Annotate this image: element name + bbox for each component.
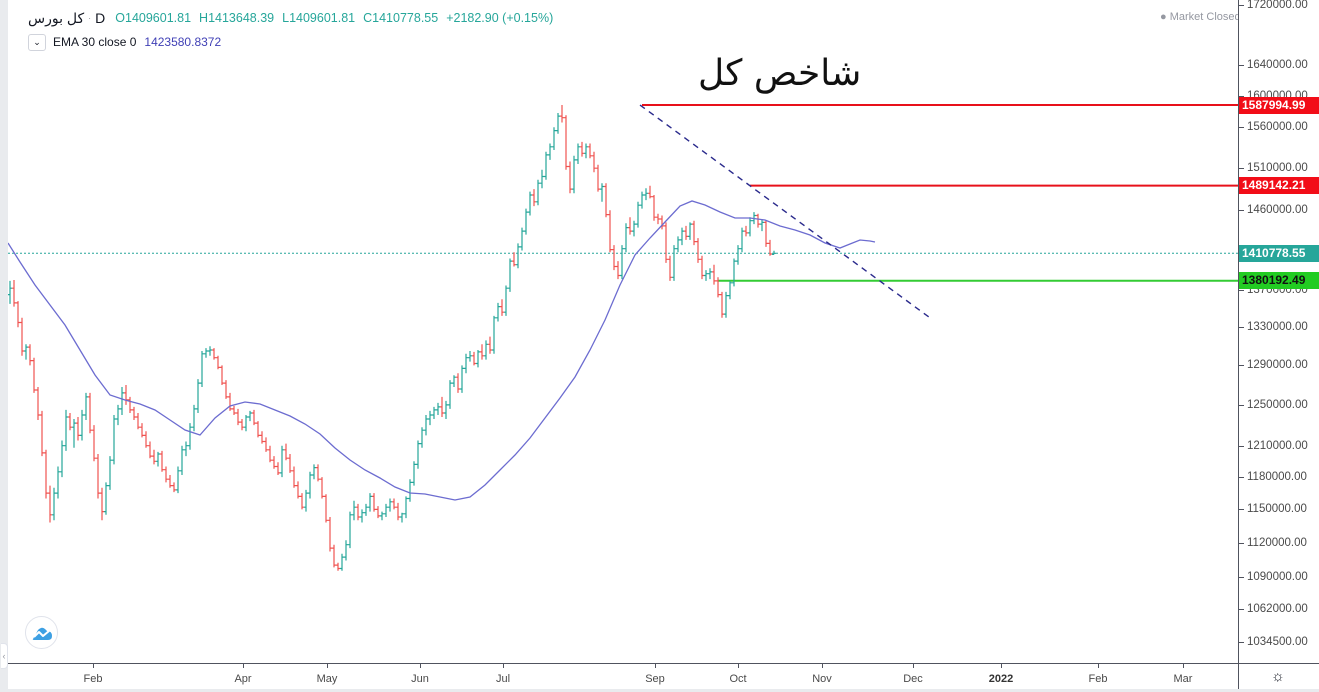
price-tick xyxy=(1239,365,1244,367)
settings-corner[interactable]: ☼ xyxy=(1238,663,1319,689)
market-status: ● Market Closed xyxy=(1160,11,1238,23)
ema-30-line[interactable] xyxy=(8,200,876,501)
price-label: 1034500.00 xyxy=(1247,636,1308,648)
time-axis[interactable]: Feb Apr May Jun Jul Sep Oct Nov Dec 2022 Feb Mar xyxy=(8,663,1238,689)
price-tick xyxy=(1239,477,1244,479)
price-tick xyxy=(1239,64,1244,66)
price-label: 1560000.00 xyxy=(1247,121,1308,134)
price-label: 1460000.00 xyxy=(1247,204,1308,217)
price-label: 1720000.00 xyxy=(1247,0,1308,11)
price-label: 1330000.00 xyxy=(1247,321,1308,334)
time-label: Oct xyxy=(729,673,747,685)
time-label: Feb xyxy=(83,673,103,685)
price-tick xyxy=(1239,609,1244,611)
time-label: Jun xyxy=(411,673,429,685)
time-label: Feb xyxy=(1088,673,1108,685)
chevron-down-icon: ⌄ xyxy=(33,36,41,47)
chart-pane[interactable]: کل بورس · D O1409601.81 H1413648.39 L140… xyxy=(8,0,1238,663)
price-chart[interactable] xyxy=(8,0,1238,663)
resistance-2-badge: 1489142.21 xyxy=(1239,177,1319,195)
time-tick xyxy=(1183,664,1184,668)
chart-annotation-title[interactable]: شاخص کل xyxy=(698,53,862,94)
price-tick xyxy=(1239,642,1244,643)
collapse-panel-button[interactable]: ‹ xyxy=(1,643,8,669)
legend-toggle-button[interactable]: ⌄ xyxy=(28,33,46,51)
time-tick xyxy=(420,664,421,668)
ema-indicator-name[interactable]: EMA 30 close 0 xyxy=(53,35,137,49)
time-tick xyxy=(93,664,94,668)
price-axis[interactable]: 1720000.001640000.001600000.001560000.00… xyxy=(1238,0,1319,663)
horizontal-levels[interactable] xyxy=(8,104,1238,282)
time-tick xyxy=(655,664,656,668)
symbol-name[interactable]: کل بورس xyxy=(28,9,85,26)
down-bars xyxy=(12,105,772,571)
price-tick xyxy=(1239,168,1244,170)
price-label: 1640000.00 xyxy=(1247,58,1308,71)
ema-indicator-value: 1423580.8372 xyxy=(144,35,222,49)
time-label: 2022 xyxy=(988,673,1014,685)
price-tick xyxy=(1239,542,1244,544)
price-tick xyxy=(1239,509,1244,511)
price-tick xyxy=(1239,95,1244,97)
time-label: Sep xyxy=(645,673,665,685)
chevron-left-icon: ‹ xyxy=(2,651,6,661)
time-tick xyxy=(738,664,739,668)
trendline-dashed[interactable] xyxy=(639,104,931,319)
price-label: 1510000.00 xyxy=(1247,162,1308,175)
price-label: 1150000.00 xyxy=(1247,503,1307,516)
price-label: 1090000.00 xyxy=(1247,570,1308,583)
last-price-badge: 1410778.55 xyxy=(1239,244,1319,262)
close-value: C1410778.55 xyxy=(363,11,439,25)
low-value: L1409601.81 xyxy=(282,11,356,25)
open-value: O1409601.81 xyxy=(115,11,192,25)
price-label: 1062000.00 xyxy=(1247,603,1308,616)
time-tick xyxy=(503,664,504,668)
legend-separator: · xyxy=(88,13,92,23)
high-value: H1413648.39 xyxy=(199,11,275,25)
time-label: Nov xyxy=(812,673,832,685)
time-label: Mar xyxy=(1173,673,1193,685)
price-tick xyxy=(1239,327,1244,329)
time-label: May xyxy=(316,673,338,685)
tradingview-cloud-icon xyxy=(32,627,52,640)
support-badge: 1380192.49 xyxy=(1239,272,1319,290)
time-tick xyxy=(243,664,244,668)
price-tick xyxy=(1239,290,1244,292)
price-label: 1290000.00 xyxy=(1247,359,1308,372)
price-tick xyxy=(1239,404,1244,406)
time-tick xyxy=(822,664,823,668)
time-tick xyxy=(1098,664,1099,668)
left-panel-edge xyxy=(0,0,8,692)
time-tick xyxy=(327,664,328,668)
price-label: 1210000.00 xyxy=(1247,439,1308,452)
bottom-edge xyxy=(0,689,1319,692)
time-label: Jul xyxy=(495,673,511,685)
gear-icon[interactable]: ☼ xyxy=(1271,668,1285,685)
interval-label[interactable]: D xyxy=(95,10,106,26)
resistance-1-badge: 1587994.99 xyxy=(1239,96,1319,114)
change-value: +2182.90 (+0.15%) xyxy=(446,11,554,25)
up-bars xyxy=(8,113,776,571)
price-tick xyxy=(1239,5,1244,6)
ohlc-bars xyxy=(8,105,776,571)
time-label: Dec xyxy=(903,673,923,685)
price-label: 1250000.00 xyxy=(1247,398,1308,411)
time-label: Apr xyxy=(234,673,252,685)
price-tick xyxy=(1239,576,1244,578)
price-tick xyxy=(1239,210,1244,212)
price-label: 1120000.00 xyxy=(1247,536,1307,549)
time-tick xyxy=(913,664,914,668)
time-tick xyxy=(1001,664,1002,668)
tradingview-logo-button[interactable] xyxy=(25,616,58,649)
price-label: 1180000.00 xyxy=(1247,471,1307,484)
chart-legend: کل بورس · D O1409601.81 H1413648.39 L140… xyxy=(28,9,553,52)
price-tick xyxy=(1239,445,1244,447)
price-tick xyxy=(1239,127,1244,129)
